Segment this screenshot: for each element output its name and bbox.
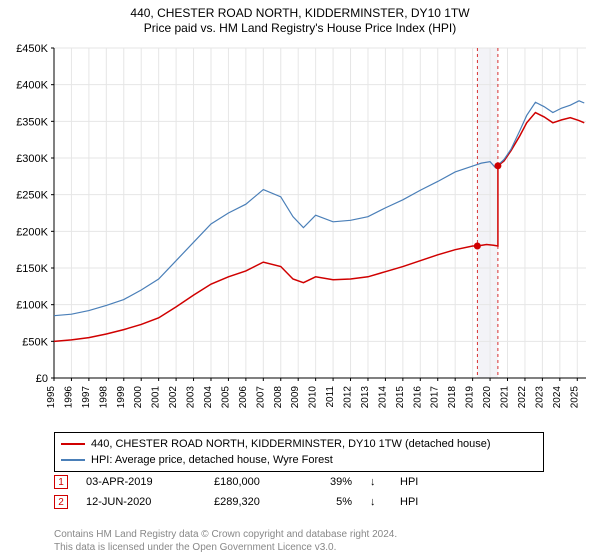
svg-text:2004: 2004: [203, 386, 214, 409]
svg-text:2019: 2019: [465, 386, 476, 409]
svg-text:1998: 1998: [98, 386, 109, 409]
legend-swatch: [61, 443, 85, 445]
legend-swatch: [61, 459, 85, 461]
svg-text:2022: 2022: [517, 386, 528, 409]
legend: 440, CHESTER ROAD NORTH, KIDDERMINSTER, …: [54, 432, 544, 472]
svg-text:2013: 2013: [360, 386, 371, 409]
svg-text:1996: 1996: [63, 386, 74, 409]
svg-text:1999: 1999: [116, 386, 127, 409]
price-chart: £0 £50K £100K £150K £200K £250K £300K £350K £400…: [0, 38, 600, 428]
sale-pct: 5%: [312, 496, 352, 508]
svg-text:2014: 2014: [377, 386, 388, 409]
svg-text:2010: 2010: [308, 386, 319, 409]
footer-attribution: Contains HM Land Registry data © Crown c…: [54, 528, 397, 554]
footer-line1: Contains HM Land Registry data © Crown c…: [54, 528, 397, 541]
svg-text:1997: 1997: [81, 386, 92, 409]
svg-text:2024: 2024: [552, 386, 563, 409]
svg-text:2000: 2000: [133, 386, 144, 409]
legend-label: 440, CHESTER ROAD NORTH, KIDDERMINSTER, …: [91, 438, 491, 450]
title-line1: 440, CHESTER ROAD NORTH, KIDDERMINSTER, …: [0, 6, 600, 20]
svg-text:2005: 2005: [220, 386, 231, 409]
svg-text:2002: 2002: [168, 386, 179, 409]
sale-date: 03-APR-2019: [86, 476, 196, 488]
chart-svg: £0 £50K £100K £150K £200K £250K £300K £350K £400…: [0, 38, 600, 428]
svg-text:£100K: £100K: [16, 300, 48, 312]
svg-text:£250K: £250K: [16, 190, 48, 202]
svg-text:2011: 2011: [325, 386, 336, 408]
svg-text:2001: 2001: [151, 386, 162, 409]
sales-table: 1 03-APR-2019 £180,000 39% ↓ HPI 2 12-JU…: [54, 472, 554, 512]
svg-text:2023: 2023: [534, 386, 545, 409]
legend-label: HPI: Average price, detached house, Wyre…: [91, 454, 333, 466]
svg-text:2012: 2012: [343, 386, 354, 409]
legend-row-property: 440, CHESTER ROAD NORTH, KIDDERMINSTER, …: [61, 436, 537, 452]
svg-text:2007: 2007: [255, 386, 266, 409]
sale-price: £289,320: [214, 496, 294, 508]
svg-text:2021: 2021: [500, 386, 511, 409]
sale-marker-1: 1: [54, 475, 68, 489]
svg-text:£0: £0: [36, 373, 48, 385]
svg-text:2009: 2009: [290, 386, 301, 409]
sale-date: 12-JUN-2020: [86, 496, 196, 508]
down-arrow-icon: ↓: [370, 496, 382, 508]
footer-line2: This data is licensed under the Open Gov…: [54, 541, 397, 554]
svg-text:2016: 2016: [412, 386, 423, 409]
chart-title: 440, CHESTER ROAD NORTH, KIDDERMINSTER, …: [0, 0, 600, 35]
sale-marker-2: 2: [54, 495, 68, 509]
svg-text:2025: 2025: [569, 386, 580, 409]
legend-row-hpi: HPI: Average price, detached house, Wyre…: [61, 452, 537, 468]
svg-text:£50K: £50K: [22, 336, 48, 348]
sale-hpi-label: HPI: [400, 476, 430, 488]
sale-price: £180,000: [214, 476, 294, 488]
svg-text:2020: 2020: [482, 386, 493, 409]
svg-text:£450K: £450K: [16, 43, 48, 55]
svg-text:2018: 2018: [447, 386, 458, 409]
svg-text:2015: 2015: [395, 386, 406, 409]
sale-row: 2 12-JUN-2020 £289,320 5% ↓ HPI: [54, 492, 554, 512]
sale-pct: 39%: [312, 476, 352, 488]
svg-text:2003: 2003: [186, 386, 197, 409]
svg-text:£200K: £200K: [16, 226, 48, 238]
svg-text:2017: 2017: [430, 386, 441, 409]
title-line2: Price paid vs. HM Land Registry's House …: [0, 21, 600, 35]
sale-row: 1 03-APR-2019 £180,000 39% ↓ HPI: [54, 472, 554, 492]
svg-text:£400K: £400K: [16, 80, 48, 92]
svg-text:£150K: £150K: [16, 263, 48, 275]
sale-hpi-label: HPI: [400, 496, 430, 508]
svg-text:£300K: £300K: [16, 153, 48, 165]
svg-text:£350K: £350K: [16, 116, 48, 128]
svg-text:1995: 1995: [46, 386, 57, 409]
down-arrow-icon: ↓: [370, 476, 382, 488]
svg-text:2008: 2008: [273, 386, 284, 409]
svg-text:2006: 2006: [238, 386, 249, 409]
